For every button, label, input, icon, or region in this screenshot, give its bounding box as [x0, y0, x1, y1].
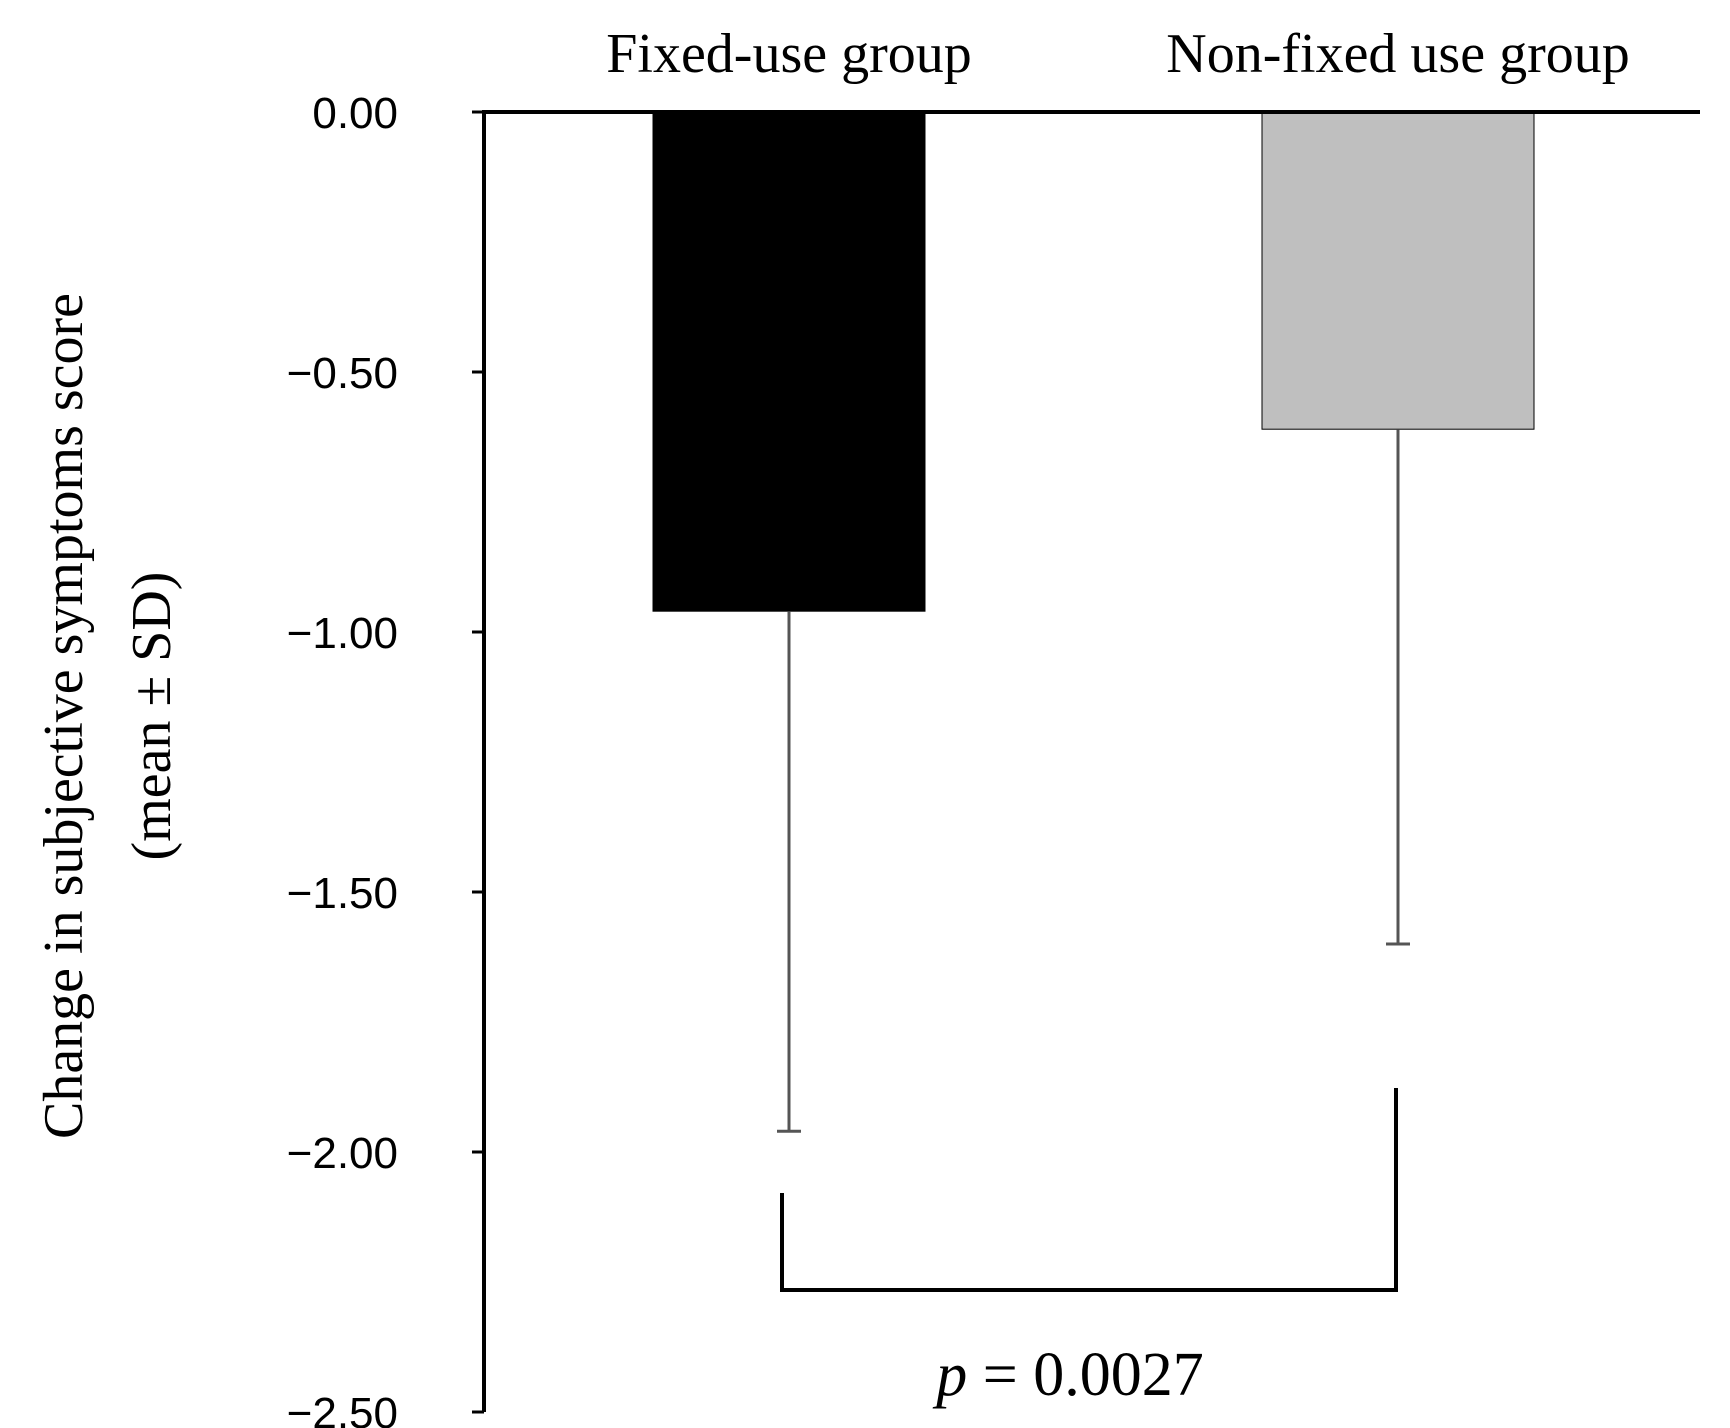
bars-layer	[652, 111, 1535, 612]
axes-layer	[482, 110, 1700, 1412]
y-tick-label: −1.00	[287, 609, 398, 658]
category-labels-layer: Fixed-use group Non-fixed use group	[606, 23, 1629, 85]
y-axis-title-line1: Change in subjective symptoms score	[33, 293, 95, 1139]
y-ticks-layer: 0.00 −0.50 −1.00 −1.50 −2.00 −2.50	[287, 89, 484, 1428]
y-tick-label: −1.50	[287, 869, 398, 918]
y-tick-label: −0.50	[287, 349, 398, 398]
y-tick-label: −2.00	[287, 1129, 398, 1178]
bar-1	[652, 111, 926, 612]
category-label-2: Non-fixed use group	[1166, 23, 1629, 85]
p-value-annotation: p = 0.0027	[932, 1341, 1203, 1409]
significance-bracket	[780, 1088, 1398, 1292]
category-label-1: Fixed-use group	[606, 23, 972, 85]
y-tick-label: −2.50	[287, 1389, 398, 1428]
p-value-text: = 0.0027	[967, 1341, 1203, 1409]
p-symbol: p	[932, 1341, 967, 1409]
bar-2	[1261, 111, 1535, 430]
y-axis-title-line2: (mean ± SD)	[121, 572, 183, 861]
y-tick-label: 0.00	[312, 89, 398, 138]
error-bars-layer	[777, 429, 1410, 1133]
